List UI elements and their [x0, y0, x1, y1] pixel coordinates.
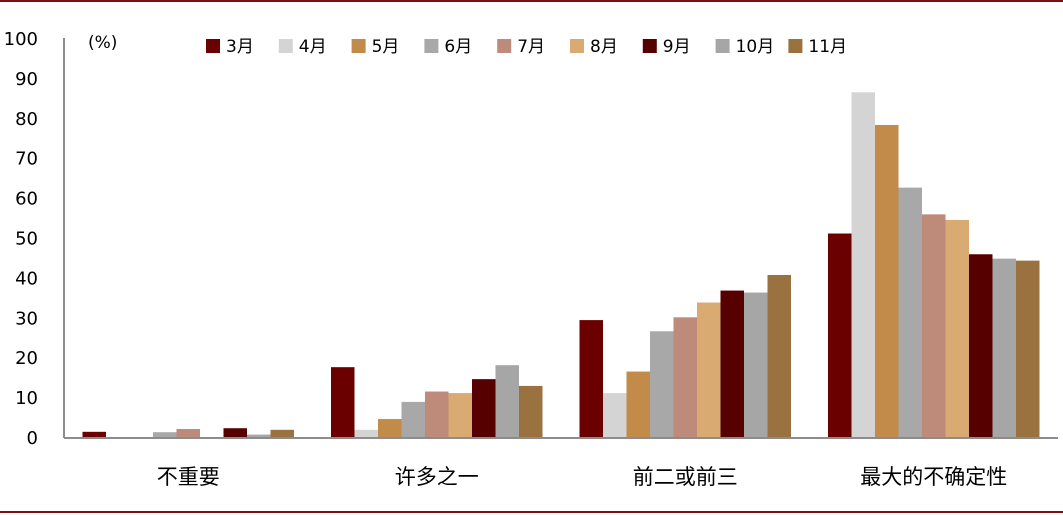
- legend-swatch: [351, 39, 366, 53]
- legend-swatch: [570, 39, 584, 53]
- legend-swatch: [497, 39, 512, 53]
- bar: [153, 432, 177, 437]
- bar: [898, 187, 922, 437]
- legend-swatch: [206, 39, 220, 53]
- legend-swatch: [424, 39, 439, 53]
- bar: [744, 292, 768, 437]
- legend-label: 3月: [226, 37, 254, 57]
- bar: [626, 371, 650, 437]
- bar: [720, 290, 744, 437]
- bars-group: [82, 92, 1040, 438]
- legend-label: 10月: [736, 37, 775, 57]
- bar: [495, 365, 519, 437]
- legend-label: 11月: [808, 37, 847, 57]
- x-category-label: 不重要: [157, 465, 220, 489]
- bar: [223, 428, 247, 437]
- bar: [270, 429, 294, 437]
- legend-label: 4月: [299, 37, 327, 57]
- bar: [425, 391, 449, 437]
- legend-swatch: [278, 39, 293, 53]
- legend-swatch: [642, 39, 657, 53]
- y-tick-label: 100: [4, 29, 38, 50]
- y-tick-label: 50: [15, 229, 38, 250]
- legend-label: 7月: [517, 37, 545, 57]
- y-axis-ticks: 0 10 20 30 40 50 60 70 80 90 100: [4, 29, 38, 449]
- legend-label: 9月: [663, 37, 691, 57]
- y-tick-label: 70: [15, 149, 38, 170]
- y-tick-label: 0: [27, 428, 38, 449]
- bar: [519, 385, 543, 437]
- legend-swatch: [788, 39, 803, 53]
- bar: [1016, 260, 1040, 437]
- bar: [922, 214, 946, 437]
- y-tick-label: 90: [15, 69, 38, 90]
- x-category-label: 前二或前三: [633, 465, 738, 489]
- bar: [650, 331, 674, 437]
- bar: [247, 434, 271, 437]
- bar: [401, 401, 425, 437]
- bar: [176, 429, 200, 437]
- y-tick-label: 40: [15, 268, 38, 289]
- bar: [828, 233, 852, 437]
- bar: [875, 124, 899, 438]
- category-labels: 不重要 许多之一 前二或前三 最大的不确定性: [157, 465, 1008, 489]
- y-tick-label: 80: [15, 109, 38, 130]
- bar: [697, 302, 721, 437]
- legend-swatch: [715, 39, 730, 53]
- bar: [992, 258, 1016, 437]
- bar: [945, 219, 969, 437]
- y-tick-label: 10: [15, 388, 38, 409]
- bar: [767, 275, 791, 437]
- bar: [969, 254, 993, 437]
- bar: [673, 317, 697, 437]
- y-tick-label: 30: [15, 308, 38, 329]
- bar: [82, 431, 106, 437]
- unit-label: (%): [88, 33, 117, 53]
- bar: [354, 429, 378, 437]
- y-tick-label: 20: [15, 348, 38, 369]
- legend-label: 5月: [372, 37, 400, 57]
- legend-label: 6月: [444, 37, 472, 57]
- bar: [851, 92, 875, 437]
- bar: [579, 320, 603, 437]
- bar: [378, 419, 402, 437]
- bar: [448, 393, 472, 437]
- x-category-label: 最大的不确定性: [860, 465, 1007, 489]
- legend-label: 8月: [590, 37, 618, 57]
- y-tick-label: 60: [15, 189, 38, 210]
- bar: [472, 379, 496, 437]
- x-category-label: 许多之一: [395, 465, 479, 489]
- bar: [331, 367, 355, 437]
- legend: 3月 4月 5月 6月 7月 8月 9月 10月 11月: [206, 37, 847, 57]
- bar: [603, 393, 627, 437]
